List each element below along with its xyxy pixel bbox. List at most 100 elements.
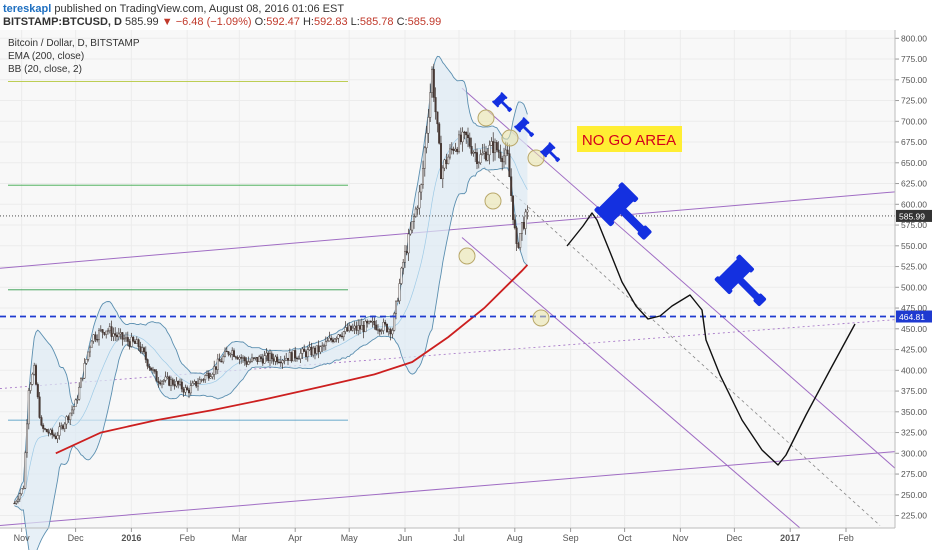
candle-body — [510, 176, 513, 196]
gavel-icon — [540, 142, 561, 163]
candle-body — [371, 320, 374, 323]
candle-body — [164, 376, 167, 381]
chart-legend: Bitcoin / Dollar, D, BITSTAMP EMA (200, … — [8, 38, 140, 75]
x-tick-label: Jun — [398, 533, 413, 543]
candle-body — [519, 233, 522, 248]
candle-body — [402, 262, 405, 269]
candle-body — [382, 322, 385, 331]
candle-body — [155, 371, 158, 382]
candle-body — [114, 333, 117, 336]
candle-body — [432, 68, 435, 98]
x-tick-label: Nov — [14, 533, 31, 543]
candle-body — [121, 332, 124, 340]
candle-body — [330, 337, 333, 341]
candle-body — [447, 156, 450, 165]
last-price: 585.99 — [125, 16, 159, 28]
candle-body — [362, 325, 365, 332]
price-tag-label: 464.81 — [899, 312, 925, 322]
candle-body — [294, 350, 297, 359]
time-axis[interactable]: Nov Dec 2016 Feb Mar Apr May Jun Jul Aug Sep Oct Nov… — [0, 527, 895, 543]
candle-body — [63, 423, 66, 429]
candle-body — [310, 346, 313, 356]
candle-body — [443, 159, 446, 169]
y-tick-label: 725.00 — [901, 96, 927, 106]
down-channel-bottom — [461, 237, 801, 529]
candle-body — [499, 151, 502, 159]
candle-body — [51, 429, 54, 435]
candle-body — [279, 361, 282, 364]
price-chart[interactable]: 585.99 464.81 800.00 775.00 750.00 725.00 700… — [0, 30, 932, 550]
gavel-grip — [555, 157, 561, 163]
candle-body — [67, 416, 70, 421]
candle-body — [171, 379, 174, 385]
candle-body — [474, 152, 477, 154]
no-go-annotation[interactable]: NO GO AREA — [577, 126, 682, 152]
candle-body — [132, 336, 135, 342]
candle-body — [22, 488, 25, 490]
touch-circle — [484, 192, 502, 210]
candle-body — [178, 381, 181, 385]
touch-circle — [477, 109, 495, 127]
candle-body — [479, 154, 482, 163]
candle-body — [139, 346, 142, 352]
candle-body — [81, 377, 84, 380]
author-name[interactable]: tereskapl — [3, 3, 52, 15]
candle-body — [146, 359, 149, 367]
x-tick-label: 2016 — [121, 533, 141, 543]
candle-body — [427, 117, 430, 134]
candle-body — [20, 488, 23, 494]
candle-body — [141, 347, 144, 352]
candle-body — [193, 381, 196, 384]
candle-body — [494, 142, 497, 154]
x-tick-label: 2017 — [780, 533, 800, 543]
x-tick-label: May — [341, 533, 359, 543]
candle-body — [53, 434, 56, 437]
candle-body — [416, 207, 419, 210]
candle-body — [274, 356, 277, 362]
candle-body — [438, 123, 441, 144]
candle-body — [150, 367, 153, 371]
candle-body — [339, 334, 342, 337]
candle-body — [303, 348, 306, 352]
candle-body — [133, 341, 136, 344]
candle-body — [35, 365, 38, 385]
candle-body — [321, 345, 324, 347]
candle-body — [115, 334, 118, 338]
candle-body — [393, 313, 396, 331]
candle-body — [429, 92, 432, 118]
ema-line — [55, 264, 529, 455]
no-go-box — [577, 126, 682, 152]
candle-body — [153, 369, 156, 372]
y-tick-label: 300.00 — [901, 448, 927, 458]
candle-body — [137, 339, 140, 347]
candle-body — [477, 162, 480, 164]
publish-header: tereskapl published on TradingView.com, … — [0, 0, 932, 31]
candle-body — [486, 154, 489, 161]
x-tick-label: Feb — [179, 533, 195, 543]
candle-body — [314, 347, 317, 354]
candle-body — [92, 334, 95, 342]
candle-body — [368, 320, 371, 324]
gavel-handle — [548, 150, 558, 160]
ohlc-open: 592.47 — [266, 16, 300, 28]
candle-body — [254, 357, 257, 359]
candle-body — [17, 498, 20, 502]
candle-body — [449, 148, 452, 158]
candle-body — [301, 348, 304, 354]
price-axis[interactable]: 800.00 775.00 750.00 725.00 700.00 675.00 650.… — [894, 30, 927, 528]
y-tick-label: 750.00 — [901, 75, 927, 85]
touch-circle — [458, 247, 476, 265]
candle-body — [441, 167, 444, 180]
legend-ema: EMA (200, close) — [8, 51, 84, 62]
candle-body — [38, 396, 41, 418]
candle-body — [422, 168, 425, 185]
candle-body — [157, 381, 160, 383]
legend-bb: BB (20, close, 2) — [8, 64, 82, 75]
candle-body — [216, 358, 219, 370]
candle-body — [515, 227, 518, 244]
x-tick-label: Dec — [68, 533, 85, 543]
candle-body — [144, 351, 147, 360]
touch-circle — [527, 149, 545, 167]
price-tag — [896, 310, 932, 323]
